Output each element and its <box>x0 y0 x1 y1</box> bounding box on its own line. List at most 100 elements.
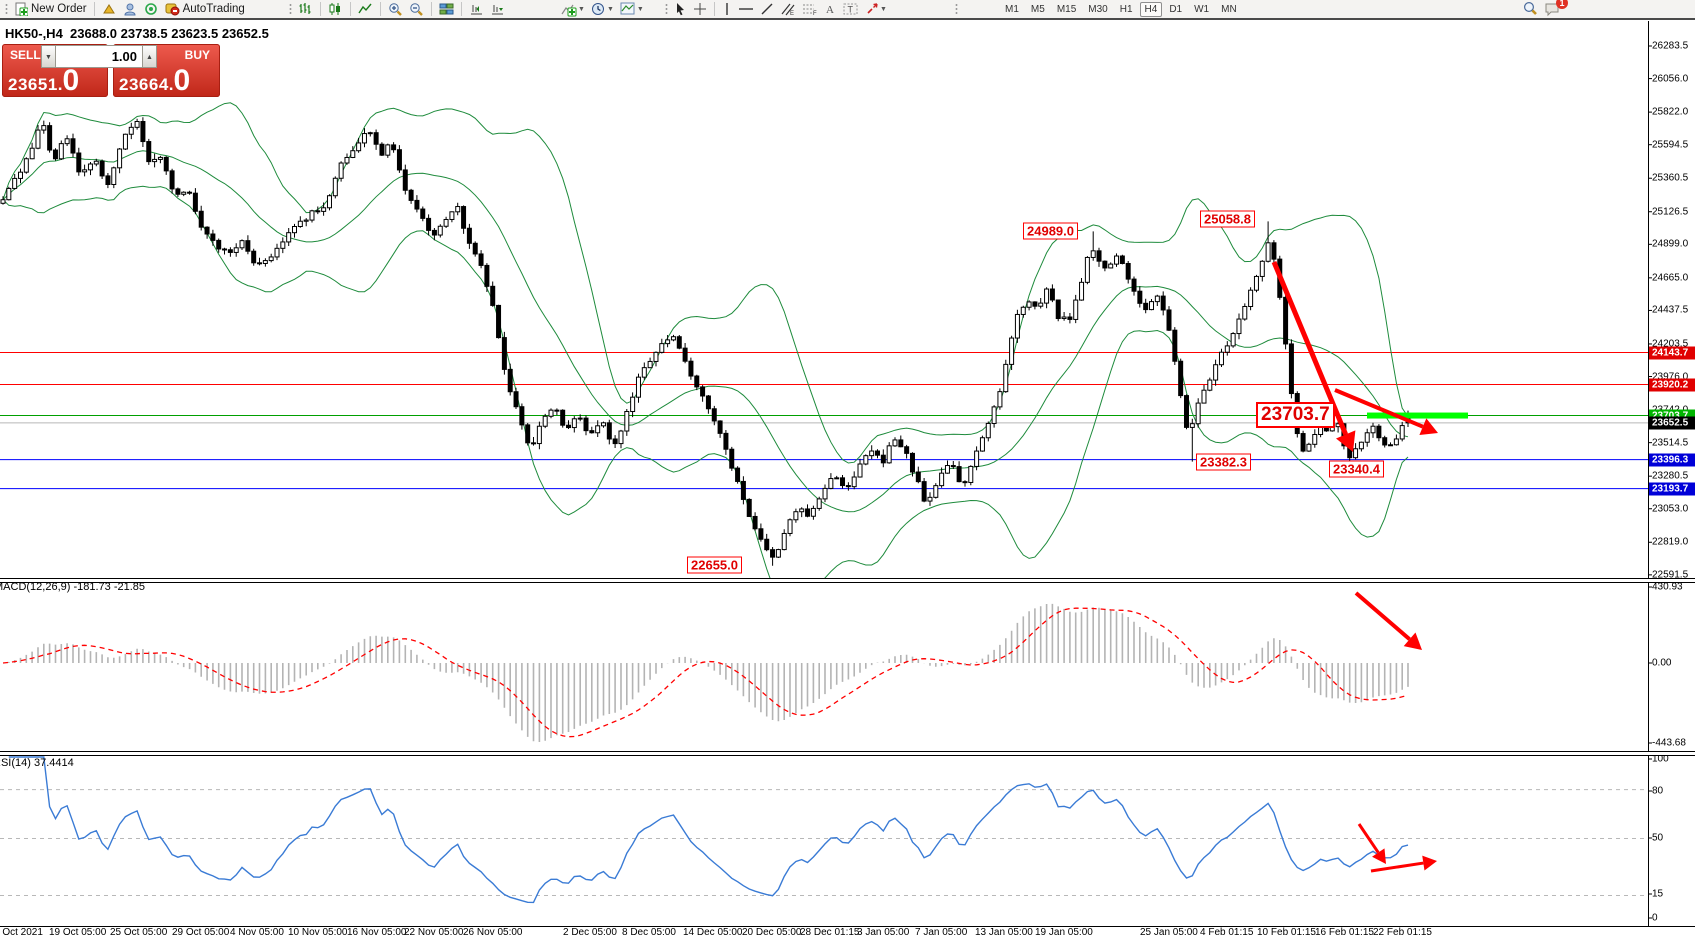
chart-macd-divider[interactable] <box>0 578 1695 583</box>
timeframe-button-w1[interactable]: W1 <box>1194 3 1210 15</box>
timeframe-button-m1[interactable]: M1 <box>1005 3 1019 15</box>
buy-price: 23664. 0 <box>119 64 191 97</box>
vertical-line-tool-button[interactable] <box>719 0 735 18</box>
timeframe-button-m15[interactable]: M15 <box>1056 3 1077 15</box>
price-axis-badge: 24143.7 <box>1649 346 1695 360</box>
zoom-in-icon <box>388 2 403 17</box>
timeframe-button-h4[interactable]: H4 <box>1139 1 1163 17</box>
fibonacci-tool-button[interactable]: F <box>799 0 821 18</box>
price-axis-tick: 26056.0 <box>1652 73 1689 85</box>
search-button[interactable] <box>1519 0 1541 18</box>
chart-shift-button[interactable] <box>487 0 508 18</box>
cursor-icon <box>674 2 687 16</box>
cursor-tool-button[interactable] <box>671 0 690 18</box>
periods-button[interactable]: ▼ <box>588 0 617 18</box>
rsi-axis-tick: 100 <box>1652 753 1669 765</box>
price-axis-tick: 25360.5 <box>1652 172 1689 184</box>
search-icon <box>1522 1 1538 17</box>
timeframe-button-m5[interactable]: M5 <box>1030 3 1045 15</box>
price-axis-border <box>1648 21 1649 926</box>
time-axis-label: 16 Feb 01:15 <box>1315 927 1374 938</box>
data-window-button[interactable] <box>120 0 141 18</box>
time-axis-label: 28 Dec 01:15 <box>800 927 860 938</box>
zoom-in-button[interactable] <box>385 0 406 18</box>
volume-increase-button[interactable]: ▲ <box>142 45 157 68</box>
support-highlight-bar <box>1367 412 1468 419</box>
arrows-tool-button[interactable]: ▼ <box>862 0 890 18</box>
text-tool-button[interactable]: A <box>821 0 840 18</box>
zoom-out-icon <box>409 2 424 17</box>
crosshair-tool-button[interactable] <box>690 0 710 18</box>
toolbar-grip[interactable] <box>665 3 668 15</box>
timeframe-button-m30[interactable]: M30 <box>1088 3 1108 15</box>
market-watch-button[interactable] <box>99 0 120 18</box>
price-callout-label[interactable]: 23382.3 <box>1196 453 1251 471</box>
autotrading-icon <box>165 2 180 16</box>
price-axis-tick: 22591.5 <box>1652 569 1689 581</box>
price-axis-tick: 23053.0 <box>1652 503 1689 515</box>
rsi-axis-tick: 50 <box>1652 832 1664 844</box>
time-axis-label: 19 Jan 05:00 <box>1035 927 1093 938</box>
price-axis-tick: 25822.0 <box>1652 106 1689 118</box>
tile-windows-button[interactable] <box>436 0 457 18</box>
channel-tool-button[interactable]: E <box>777 0 799 18</box>
time-axis-label: 13 Jan 05:00 <box>975 927 1033 938</box>
toolbar-grip[interactable] <box>955 3 958 15</box>
price-callout-label[interactable]: 24989.0 <box>1023 222 1078 240</box>
toolbar-grip[interactable] <box>289 3 292 15</box>
toolbar-separator <box>380 2 381 16</box>
price-callout-label[interactable]: 22655.0 <box>687 556 742 574</box>
notifications-button[interactable]: 1 <box>1541 0 1568 18</box>
timeframes-toolbar-group: M1 M5 M15 M30 H1 H4 D1 W1 MN <box>952 0 1243 18</box>
templates-button[interactable]: ▼ <box>617 0 647 18</box>
dropdown-arrow-icon[interactable]: ▼ <box>606 5 614 13</box>
toolbar-separator <box>431 2 432 16</box>
dropdown-arrow-icon[interactable]: ▼ <box>880 5 887 13</box>
dropdown-arrow-icon[interactable]: ▼ <box>636 5 644 13</box>
text-icon: A <box>824 2 837 16</box>
autotrading-label: AutoTrading <box>182 3 245 15</box>
price-callout-label[interactable]: 23703.7 <box>1256 402 1335 428</box>
price-callout-label[interactable]: 25058.8 <box>1200 210 1255 228</box>
strategy-tester-button[interactable] <box>141 0 162 18</box>
volume-decrease-button[interactable]: ▼ <box>41 45 56 68</box>
toolbar-grip[interactable] <box>5 3 8 15</box>
timeframe-button-d1[interactable]: D1 <box>1169 3 1183 15</box>
rsi-axis-tick: 80 <box>1652 785 1664 797</box>
volume-input[interactable]: 1.00 <box>56 45 142 68</box>
price-callout-label[interactable]: 23340.4 <box>1329 460 1384 478</box>
time-axis-label: 16 Nov 05:00 <box>347 927 407 938</box>
time-axis-label: 2 Dec 05:00 <box>563 927 617 938</box>
new-order-button[interactable]: New Order <box>11 0 90 18</box>
buy-label: BUY <box>184 48 210 62</box>
time-axis-label: 3 Jan 05:00 <box>857 927 910 938</box>
auto-scroll-button[interactable] <box>466 0 487 18</box>
trend-arrow-head <box>1336 430 1356 452</box>
svg-text:E: E <box>790 11 794 16</box>
time-axis-border <box>0 926 1695 927</box>
clock-icon <box>591 2 606 17</box>
dropdown-arrow-icon[interactable]: ▼ <box>578 5 585 13</box>
bar-chart-mode-button[interactable] <box>295 0 316 18</box>
text-label-tool-button[interactable]: T <box>840 0 862 18</box>
indicators-button[interactable]: ▼ <box>558 0 588 18</box>
new-order-icon <box>14 2 28 16</box>
trendline-tool-button[interactable] <box>757 0 777 18</box>
horizontal-line-tool-button[interactable] <box>735 0 757 18</box>
candlestick-mode-button[interactable] <box>325 0 346 18</box>
autotrading-button[interactable]: AutoTrading <box>162 0 248 18</box>
zoom-out-button[interactable] <box>406 0 427 18</box>
price-axis-tick: 24203.5 <box>1652 338 1689 350</box>
trend-arrow <box>1357 823 1380 854</box>
sell-label: SELL <box>10 48 41 62</box>
time-axis-label: 1 Oct 2021 <box>0 927 43 938</box>
trendline-icon <box>760 2 774 16</box>
timeframe-button-h1[interactable]: H1 <box>1119 3 1133 15</box>
timeframe-button-mn[interactable]: MN <box>1221 3 1237 15</box>
line-chart-mode-button[interactable] <box>355 0 376 18</box>
price-axis-tick: 24437.5 <box>1652 304 1689 316</box>
time-axis-label: 8 Dec 05:00 <box>622 927 676 938</box>
macd-rsi-divider[interactable] <box>0 751 1695 756</box>
